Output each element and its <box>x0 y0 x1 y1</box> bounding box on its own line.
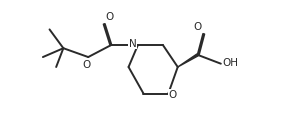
Text: N: N <box>128 39 136 49</box>
Text: O: O <box>83 60 91 70</box>
Text: O: O <box>193 22 202 32</box>
Text: O: O <box>169 90 177 100</box>
Text: OH: OH <box>222 58 238 68</box>
Text: O: O <box>105 12 113 22</box>
Polygon shape <box>178 54 198 67</box>
